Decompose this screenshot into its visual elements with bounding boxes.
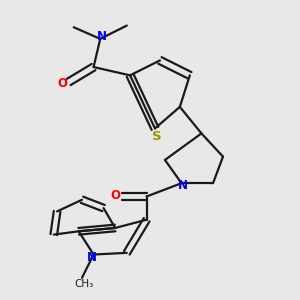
Text: N: N	[87, 251, 97, 264]
Text: S: S	[152, 130, 161, 143]
Text: CH₃: CH₃	[74, 279, 93, 289]
Text: O: O	[58, 77, 68, 90]
Text: N: N	[97, 30, 107, 43]
Text: N: N	[178, 179, 188, 192]
Text: O: O	[111, 189, 121, 202]
